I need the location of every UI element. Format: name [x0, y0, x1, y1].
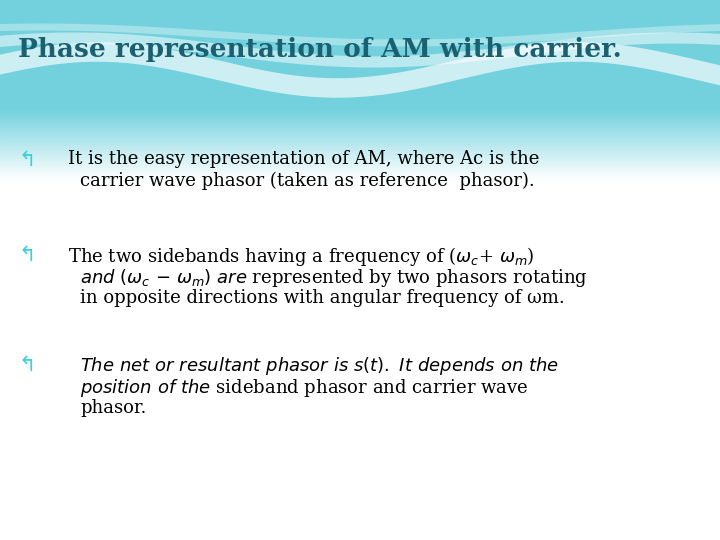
Text: $\it{position\ of\ the}$ sideband phasor and carrier wave: $\it{position\ of\ the}$ sideband phasor… [80, 377, 528, 399]
Text: ↰: ↰ [18, 355, 35, 375]
Bar [0, 178, 720, 179]
Bar [0, 175, 720, 177]
Bar [0, 144, 720, 145]
Bar [0, 165, 720, 167]
Text: $\it{and\ (\omega_c\ \mathrm{-}\ \omega_m)\ are}$ represented by two phasors rot: $\it{and\ (\omega_c\ \mathrm{-}\ \omega_… [80, 267, 588, 289]
Text: ↰: ↰ [18, 150, 35, 170]
Bar [0, 164, 720, 165]
Bar [0, 177, 720, 178]
Bar [0, 132, 720, 133]
Bar [0, 158, 720, 159]
Bar [0, 173, 720, 175]
Bar [0, 111, 720, 113]
Bar [0, 156, 720, 157]
Bar [0, 127, 720, 129]
Bar [0, 146, 720, 147]
Bar [0, 135, 720, 136]
Bar [0, 174, 720, 176]
Bar [0, 159, 720, 161]
Bar [0, 168, 720, 170]
Bar [0, 142, 720, 143]
Text: phasor.: phasor. [80, 399, 146, 417]
Bar [0, 147, 720, 149]
Bar [0, 151, 720, 152]
Bar [0, 125, 720, 126]
Bar [0, 159, 720, 160]
Bar [0, 140, 720, 141]
Bar [0, 170, 720, 171]
Bar [0, 176, 720, 177]
Bar [0, 141, 720, 143]
Bar [0, 157, 720, 158]
Bar [0, 145, 720, 146]
Bar [0, 163, 720, 164]
Bar [0, 114, 720, 115]
Bar [0, 152, 720, 154]
Text: It is the easy representation of AM, where Ac is the: It is the easy representation of AM, whe… [68, 150, 539, 168]
Bar [0, 155, 720, 157]
Bar [0, 154, 720, 156]
Bar [0, 131, 720, 133]
Bar [0, 0, 720, 110]
Bar [0, 136, 720, 137]
Text: in opposite directions with angular frequency of ωm.: in opposite directions with angular freq… [80, 289, 564, 307]
Bar [0, 110, 720, 111]
Text: ↰: ↰ [18, 245, 35, 265]
Text: $\it{The\ net\ or\ resultant\ phasor\ is\ s(t).\ It\ depends\ on\ the}$: $\it{The\ net\ or\ resultant\ phasor\ is… [80, 355, 559, 377]
Bar [0, 161, 720, 163]
Bar [0, 160, 720, 161]
Bar [0, 172, 720, 174]
Bar [0, 121, 720, 122]
Bar [0, 138, 720, 140]
Bar [0, 167, 720, 168]
Bar [0, 128, 720, 129]
Bar [0, 166, 720, 168]
Bar [0, 162, 720, 164]
Bar [0, 169, 720, 171]
Bar [0, 124, 720, 125]
Bar [0, 149, 720, 150]
Bar [0, 113, 720, 114]
Bar [0, 148, 720, 150]
Bar [0, 137, 720, 138]
Text: Phase representation of AM with carrier.: Phase representation of AM with carrier. [18, 37, 622, 63]
Bar [0, 126, 720, 127]
Bar [0, 110, 720, 112]
Bar [0, 117, 720, 118]
Bar [0, 143, 720, 144]
Text: The two sidebands having a frequency of ($\omega_c$+ $\omega_m$): The two sidebands having a frequency of … [68, 245, 534, 268]
Bar [0, 123, 720, 124]
Bar [0, 145, 720, 147]
Bar [0, 124, 720, 126]
Bar [0, 116, 720, 117]
Bar [0, 129, 720, 130]
Bar [0, 153, 720, 154]
Bar [0, 112, 720, 113]
Bar [0, 130, 720, 131]
Bar [0, 119, 720, 120]
Bar [0, 118, 720, 120]
Bar [0, 131, 720, 132]
Bar [0, 172, 720, 173]
Bar [0, 117, 720, 119]
Bar [0, 139, 720, 140]
Bar [0, 122, 720, 123]
Bar [0, 150, 720, 151]
Bar [0, 120, 720, 122]
Bar [0, 134, 720, 136]
Text: carrier wave phasor (taken as reference  phasor).: carrier wave phasor (taken as reference … [80, 172, 535, 190]
Bar [0, 133, 720, 134]
Bar [0, 152, 720, 153]
Bar [0, 138, 720, 139]
Bar [0, 165, 720, 166]
Bar [0, 115, 720, 116]
Bar [0, 179, 720, 180]
Bar [0, 171, 720, 172]
